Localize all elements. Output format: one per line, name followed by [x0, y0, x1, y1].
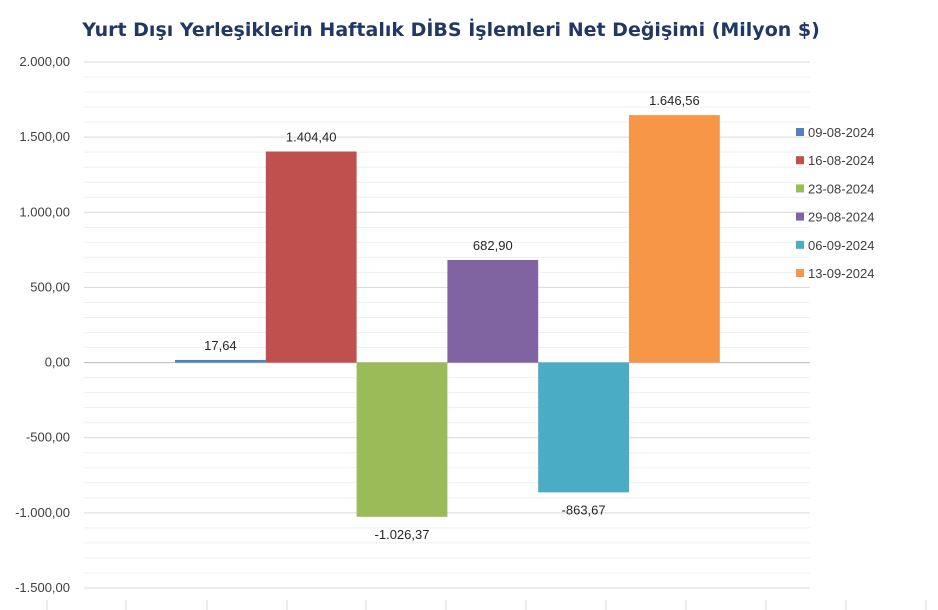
bar-09-08-2024 [175, 359, 266, 363]
y-tick-label: -1.500,00 [15, 580, 70, 595]
y-tick-label: -500,00 [26, 430, 70, 445]
legend-entry: 09-08-2024 [808, 125, 875, 140]
legend-swatch [796, 128, 804, 136]
legend-swatch [796, 212, 804, 221]
legend-swatch [796, 156, 804, 165]
y-tick-label: -1.000,00 [15, 505, 70, 520]
y-tick-label: 0,00 [45, 355, 70, 370]
data-labels: 17,64 1.404,40 -1.026,37 682,90 -863,67 1.646… [204, 93, 700, 542]
legend-entry: 06-09-2024 [808, 238, 875, 253]
y-tick-label: 500,00 [30, 279, 70, 294]
legend-entry: 16-08-2024 [808, 153, 875, 168]
legend-entry: 13-09-2024 [808, 266, 875, 281]
bar-23-08-2024 [356, 362, 448, 517]
bar-16-08-2024 [265, 151, 357, 363]
y-tick-label: 1.500,00 [19, 129, 70, 144]
legend-swatch [796, 269, 804, 277]
data-label: 1.646,56 [649, 93, 700, 108]
legend-swatch [796, 184, 804, 193]
bar-06-09-2024 [538, 362, 629, 493]
chart-title: Yurt Dışı Yerleşiklerin Haftalık DİBS İş… [81, 17, 820, 41]
data-label: 682,90 [473, 238, 513, 253]
y-axis-ticks: 2.000,00 1.500,00 1.000,00 500,00 0,00 -500,0… [15, 54, 70, 595]
y-tick-label: 1.000,00 [19, 204, 70, 219]
legend-swatch [796, 240, 804, 249]
data-label: -1.026,37 [375, 527, 430, 542]
bar-13-09-2024 [629, 115, 720, 363]
legend-entry: 23-08-2024 [808, 181, 875, 196]
legend-entry: 29-08-2024 [808, 210, 875, 225]
bar-29-08-2024 [447, 259, 539, 363]
data-label: 17,64 [204, 338, 237, 353]
y-tick-label: 2.000,00 [19, 54, 70, 69]
data-label: 1.404,40 [286, 130, 337, 145]
legend: 09-08-2024 16-08-2024 23-08-2024 29-08-2024… [796, 125, 875, 281]
data-label: -863,67 [562, 502, 606, 517]
bars [175, 115, 720, 517]
